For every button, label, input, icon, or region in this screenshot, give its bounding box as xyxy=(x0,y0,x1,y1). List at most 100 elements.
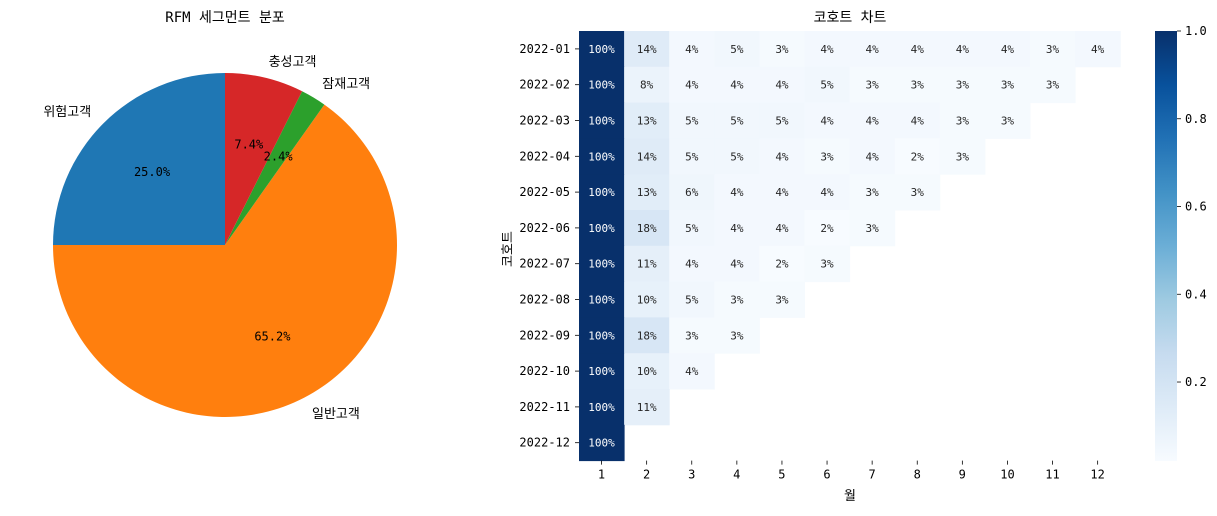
heatmap-cell xyxy=(714,210,760,247)
heatmap-cell-label: 4% xyxy=(820,115,834,128)
heatmap-cell-label: 4% xyxy=(775,186,789,199)
heatmap-cell xyxy=(669,174,715,211)
heatmap-cell xyxy=(714,66,760,104)
heatmap-cell xyxy=(624,353,670,390)
heatmap-y-tick-label: 2022-04 xyxy=(519,149,570,163)
heatmap-cell xyxy=(894,138,941,175)
heatmap-cell xyxy=(849,174,896,211)
heatmap-cell xyxy=(624,31,670,68)
heatmap-y-tick-label: 2022-01 xyxy=(519,42,570,56)
heatmap-cell-label: 100% xyxy=(588,186,615,199)
heatmap-cell xyxy=(1075,31,1121,68)
heatmap-cell-label: 4% xyxy=(820,43,834,56)
heatmap-x-tick-label: 2 xyxy=(643,468,650,482)
heatmap-cell xyxy=(804,102,851,139)
heatmap-cell-label: 5% xyxy=(820,79,834,92)
heatmap-cell-label: 100% xyxy=(588,222,615,235)
heatmap-cell-label: 14% xyxy=(637,43,657,56)
pie-category-label: 잠재고객 xyxy=(322,77,370,92)
heatmap-cell-label: 18% xyxy=(637,222,657,235)
heatmap-cell xyxy=(1030,31,1076,68)
heatmap-cell-label: 4% xyxy=(685,79,699,92)
heatmap-cell-label: 4% xyxy=(775,150,789,163)
heatmap-y-tick-label: 2022-07 xyxy=(519,257,570,271)
colorbar-gradient xyxy=(1155,31,1177,461)
heatmap-cell-label: 2% xyxy=(775,258,789,271)
heatmap-cell xyxy=(849,31,896,68)
pie-slice-2 xyxy=(53,104,397,418)
heatmap-cell-label: 100% xyxy=(588,258,615,271)
heatmap-cell-label: 10% xyxy=(637,294,657,307)
heatmap-cell-label: 5% xyxy=(730,43,744,56)
heatmap-cell-label: 13% xyxy=(637,186,657,199)
heatmap-x-tick-label: 11 xyxy=(1045,468,1059,482)
heatmap-cell-label: 4% xyxy=(730,79,744,92)
heatmap-cell xyxy=(759,281,805,318)
heatmap-cell-label: 5% xyxy=(775,115,789,128)
heatmap-cell-label: 3% xyxy=(775,294,789,307)
heatmap-x-tick-label: 1 xyxy=(598,468,605,482)
pie-slice-1 xyxy=(53,73,225,245)
pie-pct-label: 7.4% xyxy=(234,138,264,152)
heatmap-cell xyxy=(939,102,986,139)
heatmap-cell-label: 100% xyxy=(588,115,615,128)
heatmap-x-tick-label: 10 xyxy=(1000,468,1014,482)
heatmap-cell-label: 11% xyxy=(637,401,657,414)
heatmap-cell-label: 18% xyxy=(637,329,657,342)
heatmap-cell-label: 4% xyxy=(820,186,834,199)
heatmap-cell xyxy=(714,138,760,175)
heatmap-cell xyxy=(714,245,760,283)
heatmap-cell-label: 13% xyxy=(637,115,657,128)
colorbar-ticks: 0.2 0.4 0.6 0.8 1.0 xyxy=(1177,24,1207,389)
heatmap-x-tick-label: 3 xyxy=(688,468,695,482)
heatmap-cell xyxy=(759,66,805,104)
heatmap-cell xyxy=(894,102,941,139)
heatmap-cell xyxy=(624,66,670,104)
heatmap-y-tick-label: 2022-12 xyxy=(519,436,570,450)
heatmap-cell xyxy=(849,66,896,104)
heatmap-cell xyxy=(579,66,625,104)
heatmap-x-tick-label: 12 xyxy=(1090,468,1104,482)
colorbar-tick-label: 0.2 xyxy=(1185,375,1207,389)
heatmap-cell-label: 5% xyxy=(685,115,699,128)
heatmap-cell-label: 100% xyxy=(588,329,615,342)
heatmap-cell xyxy=(714,102,760,139)
heatmap-cell-label: 3% xyxy=(730,329,744,342)
heatmap-cell xyxy=(759,102,805,139)
heatmap-cell-label: 3% xyxy=(866,222,880,235)
heatmap-x-tick-label: 8 xyxy=(914,468,921,482)
pie-category-label: 일반고객 xyxy=(312,407,360,422)
pie-category-label: 충성고객 xyxy=(269,55,317,70)
heatmap-cell-label: 4% xyxy=(730,186,744,199)
heatmap-cell-label: 4% xyxy=(685,365,699,378)
heatmap-cell xyxy=(804,174,851,211)
heatmap-cell xyxy=(759,210,805,247)
heatmap-cell-label: 14% xyxy=(637,150,657,163)
pie-slice-4 xyxy=(225,73,303,245)
heatmap-y-tick-label: 2022-03 xyxy=(519,114,570,128)
heatmap-cell-label: 4% xyxy=(1091,43,1105,56)
pie-pct-label: 2.4% xyxy=(264,150,294,164)
heatmap-cell xyxy=(624,138,670,175)
heatmap-cell-label: 3% xyxy=(866,186,880,199)
heatmap-cell-label: 5% xyxy=(685,150,699,163)
pie-title: RFM 세그먼트 분포 xyxy=(165,10,285,26)
heatmap-cell xyxy=(804,31,851,68)
pie-slices xyxy=(53,73,397,418)
heatmap-cell-label: 3% xyxy=(730,294,744,307)
heatmap-cell xyxy=(894,174,941,211)
heatmap-cell xyxy=(624,317,670,354)
heatmap-cell-label: 3% xyxy=(1001,115,1015,128)
heatmap-x-tick-label: 5 xyxy=(778,468,785,482)
heatmap-x-tick-label: 6 xyxy=(823,468,830,482)
colorbar-tick-label: 1.0 xyxy=(1185,24,1207,38)
heatmap-cell xyxy=(804,210,851,247)
heatmap-cell-label: 3% xyxy=(911,186,925,199)
heatmap-cell xyxy=(669,210,715,247)
heatmap-cell xyxy=(579,353,625,390)
cohort-heatmap: 코호트 차트 100% 14% 4% 5% 3% 4% 4% 4% 4% 4% 3% 4%100% 8%… xyxy=(501,10,1121,504)
heatmap-y-tick-label: 2022-02 xyxy=(519,78,570,92)
heatmap-cell xyxy=(579,317,625,354)
heatmap-cell xyxy=(579,174,625,211)
heatmap-cell-label: 3% xyxy=(820,258,834,271)
